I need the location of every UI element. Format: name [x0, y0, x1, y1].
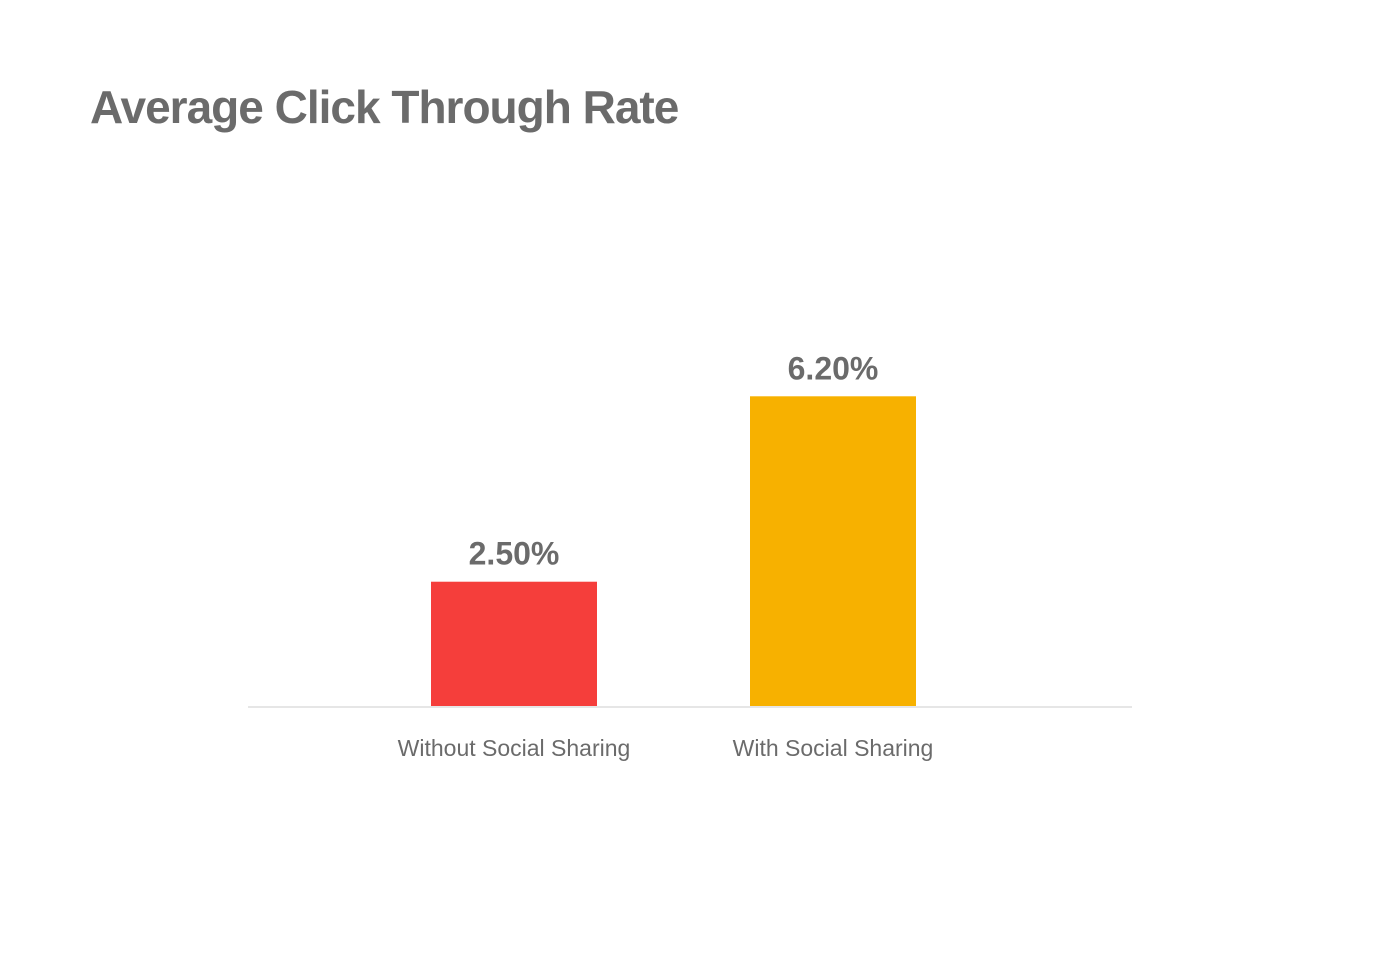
category-label-1: Without Social Sharing: [398, 735, 631, 761]
bar-2: [750, 396, 916, 707]
bars-group: [431, 396, 916, 707]
data-label-1: 2.50%: [469, 536, 560, 572]
data-label-2: 6.20%: [788, 350, 879, 386]
bar-1: [431, 581, 597, 707]
chart-title: Average Click Through Rate: [90, 81, 679, 133]
labels-group: 2.50% Without Social Sharing 6.20% With Soc…: [398, 350, 934, 761]
category-label-2: With Social Sharing: [733, 735, 934, 761]
